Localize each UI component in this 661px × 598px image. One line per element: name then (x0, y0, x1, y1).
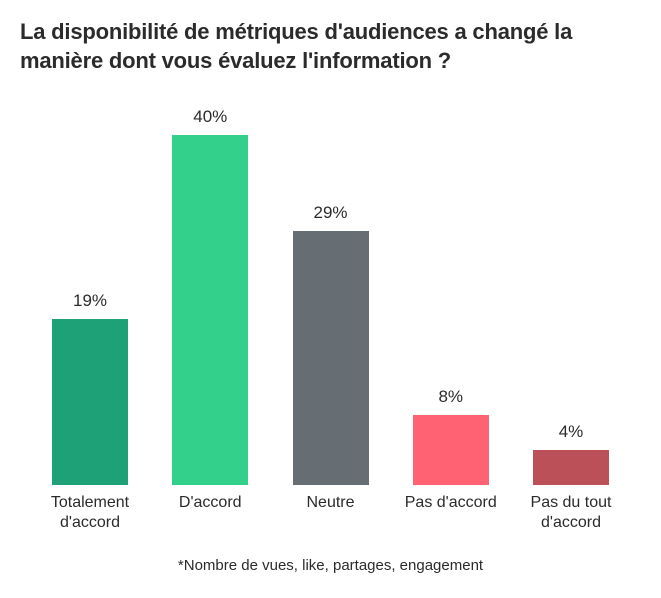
category-label: D'accord (155, 493, 265, 533)
bar-group: 19% (35, 291, 145, 485)
bar-chart: La disponibilité de métriques d'audience… (0, 0, 661, 598)
bar-value-label: 19% (73, 291, 107, 311)
chart-footnote: *Nombre de vues, like, partages, engagem… (20, 557, 641, 574)
category-label: Pas d'accord (396, 493, 506, 533)
category-label: Neutre (276, 493, 386, 533)
bar (413, 415, 489, 485)
bar-value-label: 8% (438, 387, 463, 407)
category-label: Pas du tout d'accord (516, 493, 626, 533)
bar-value-label: 40% (193, 107, 227, 127)
category-axis: Totalement d'accord D'accord Neutre Pas … (20, 485, 641, 533)
bar-group: 4% (516, 422, 626, 485)
bar-group: 40% (155, 107, 265, 485)
bar-group: 29% (276, 203, 386, 485)
bar-value-label: 29% (313, 203, 347, 223)
bar (293, 231, 369, 485)
category-label: Totalement d'accord (35, 493, 145, 533)
bar (52, 319, 128, 485)
chart-title: La disponibilité de métriques d'audience… (20, 18, 641, 75)
bar-group: 8% (396, 387, 506, 485)
bar (172, 135, 248, 485)
plot-area: 19% 40% 29% 8% 4% (20, 105, 641, 485)
bar-value-label: 4% (559, 422, 584, 442)
bar (533, 450, 609, 485)
